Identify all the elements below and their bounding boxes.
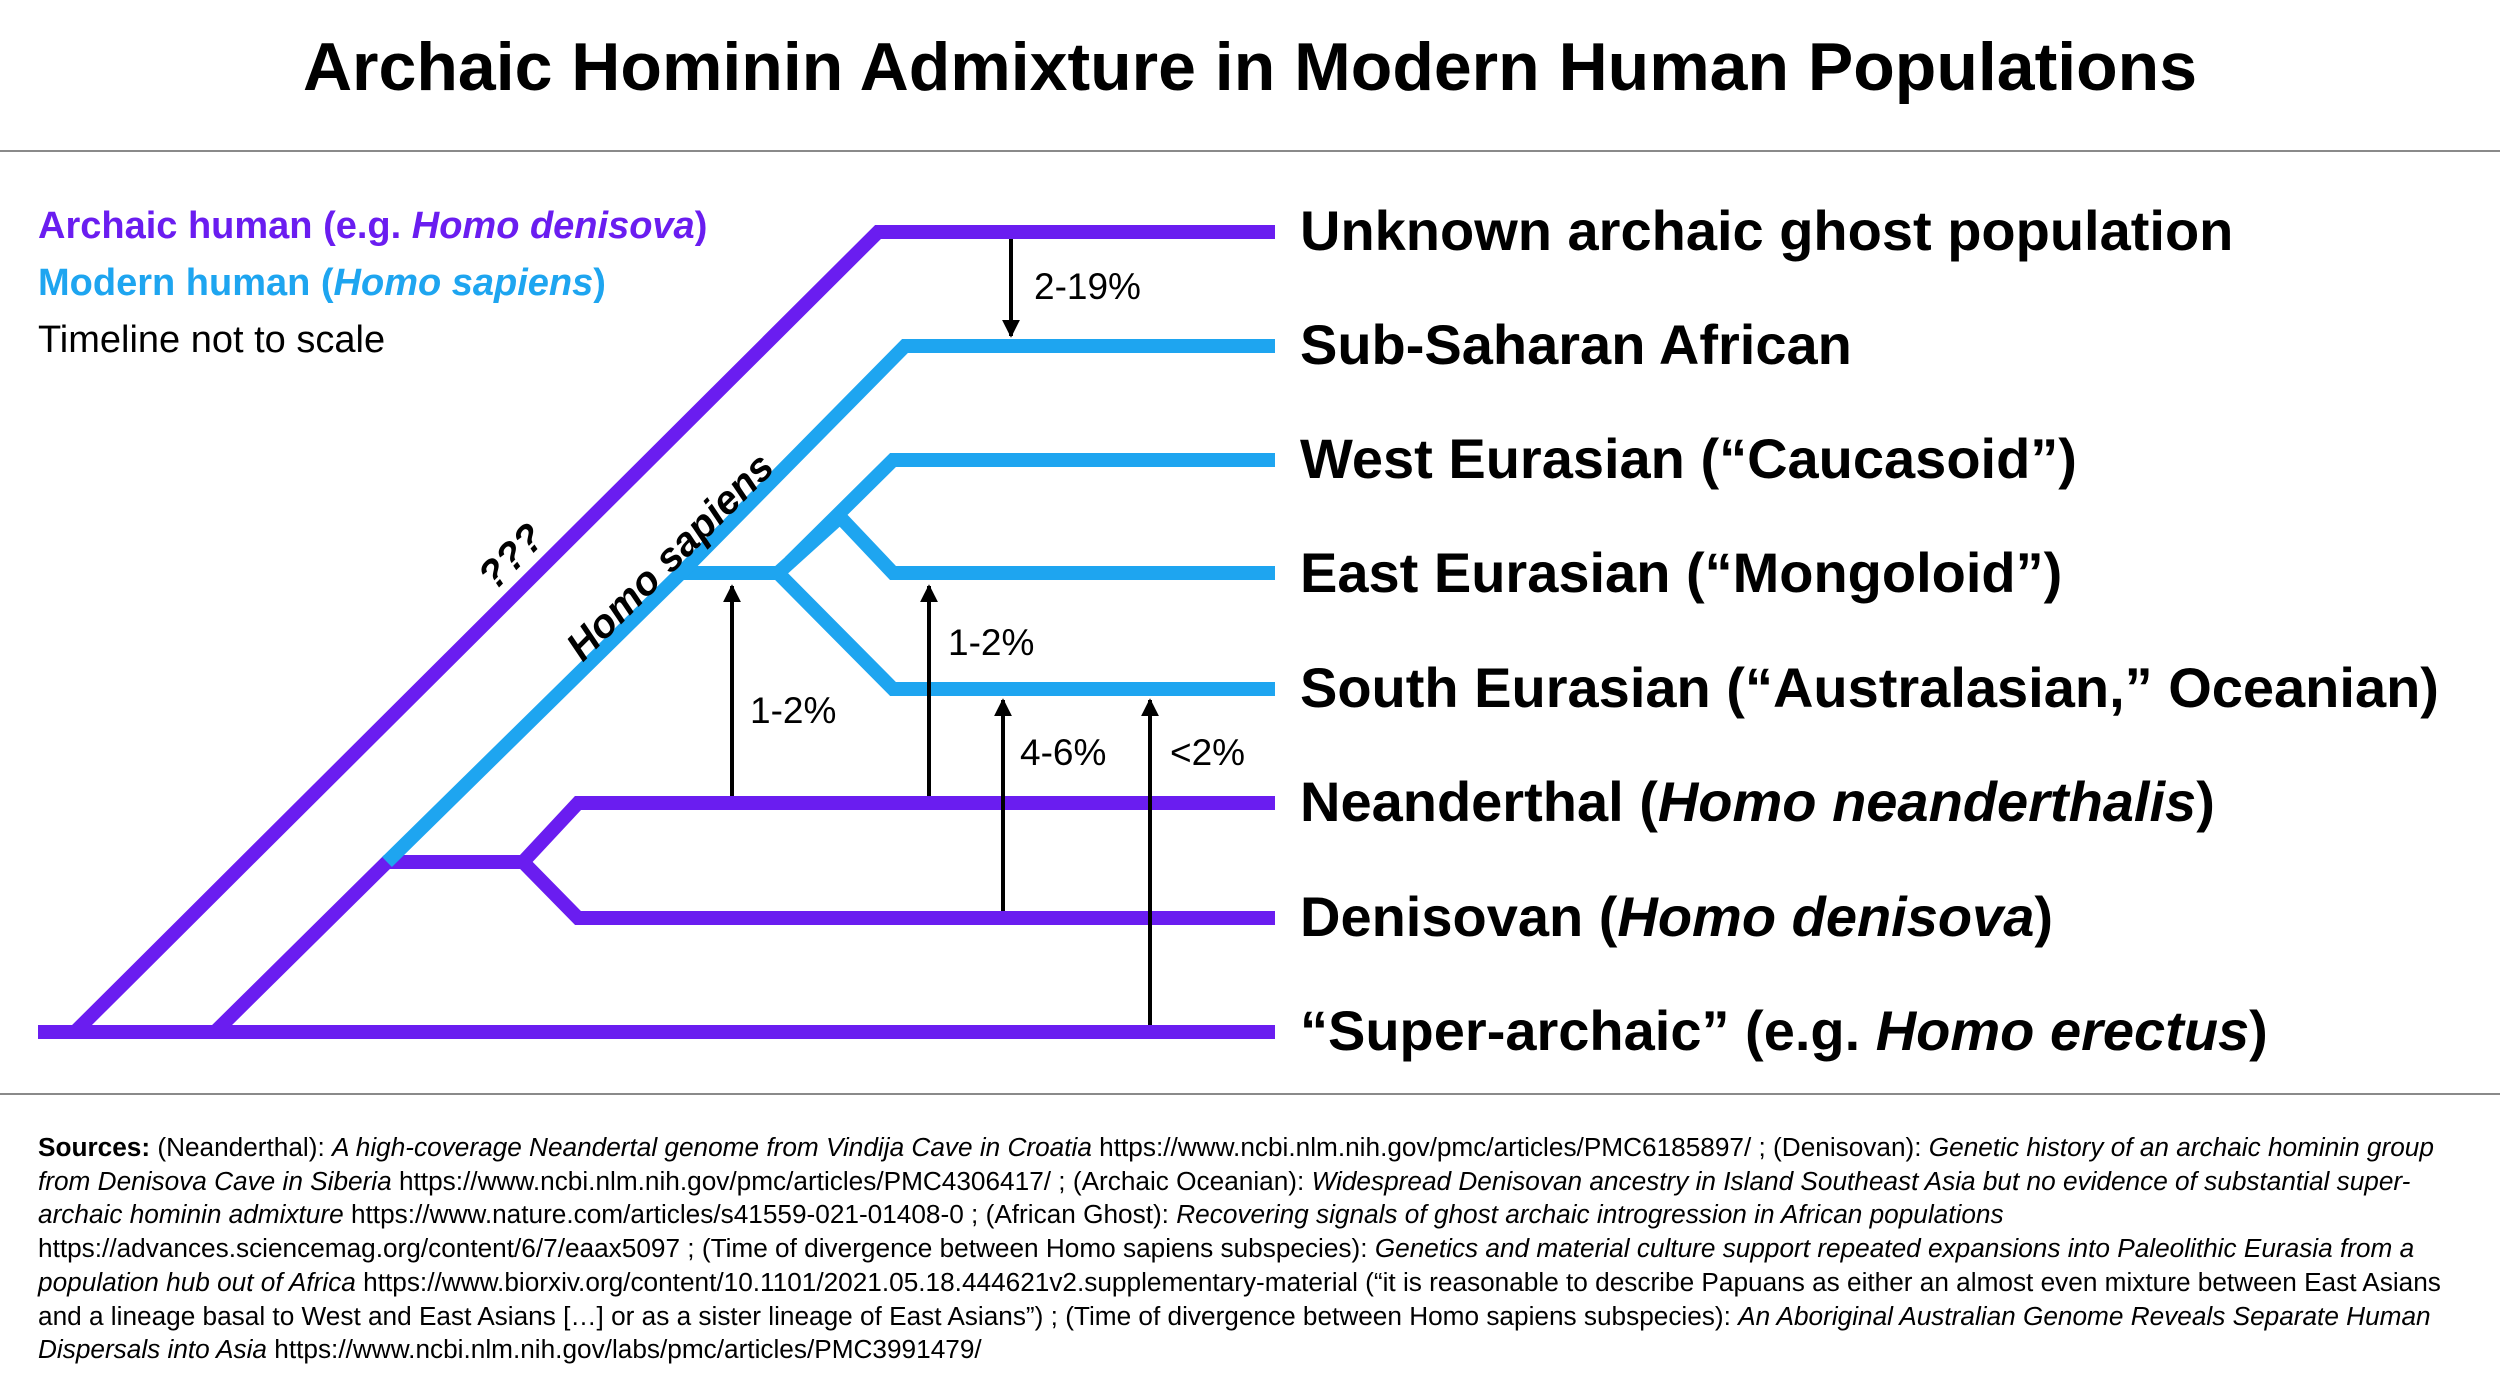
phylogeny-diagram	[38, 225, 1275, 1039]
sources-segment: https://www.biorxiv.org/content/10.1101/…	[38, 1266, 2441, 1331]
page-title: Archaic Hominin Admixture in Modern Huma…	[302, 29, 2198, 105]
sources-segment: Genetics and material culture support re…	[38, 1233, 2415, 1297]
branch-subsaharan	[676, 339, 1275, 578]
sources-segment: Recovering signals of ghost archaic intr…	[1176, 1199, 2004, 1230]
sources-segment: Sources:	[38, 1132, 151, 1162]
admixture-label-ghost: 2-19%	[1034, 266, 1141, 307]
legend-archaic: Archaic human (e.g. Homo denisova)	[38, 205, 708, 247]
sources-divider	[0, 1093, 2500, 1095]
legend-note: Timeline not to scale	[38, 319, 386, 361]
admixture-label-denisovan: 4-6%	[1020, 732, 1107, 773]
sources-segment: Widespread Denisovan ancestry in Island …	[38, 1165, 2411, 1230]
admixture-label-superarchaic: <2%	[1170, 732, 1246, 773]
branch-west-eurasian	[785, 453, 1275, 567]
population-label-east-eurasian: East Eurasian (“Mongoloid”)	[1300, 541, 2063, 604]
population-label-denisovan: Denisovan (Homo denisova)	[1300, 885, 2054, 948]
branch-south-eurasian	[773, 568, 1275, 696]
branch-archaic-stem	[210, 855, 523, 1037]
sources-segment: https://www.ncbi.nlm.nih.gov/pmc/article…	[391, 1165, 1312, 1196]
sources-segment: (Neanderthal):	[150, 1132, 333, 1162]
branch-neanderthal	[517, 796, 1275, 867]
population-label-subsaharan: Sub-Saharan African	[1300, 313, 1852, 376]
population-label-west-eurasian: West Eurasian (“Caucasoid”)	[1300, 427, 2077, 490]
sources-segment: An Aboriginal Australian Genome Reveals …	[38, 1300, 2431, 1365]
branch-denisovan	[518, 857, 1275, 925]
branch-east-eurasian	[834, 512, 1275, 580]
sources-segment: https://www.ncbi.nlm.nih.gov/labs/pmc/ar…	[267, 1334, 982, 1365]
title-divider	[0, 150, 2500, 152]
admixture-label-neanderthal-sapiens: 1-2%	[750, 690, 837, 731]
sources-segment: https://www.nature.com/articles/s41559-0…	[343, 1199, 1177, 1230]
population-label-south-eurasian: South Eurasian (“Australasian,” Oceanian…	[1300, 656, 2439, 719]
branch-ghost	[70, 225, 1275, 1037]
population-label-superarchaic: “Super-archaic” (e.g. Homo erectus)	[1300, 999, 2268, 1062]
population-label-ghost: Unknown archaic ghost population	[1300, 199, 2234, 262]
sources-segment: https://www.ncbi.nlm.nih.gov/pmc/article…	[1091, 1132, 1929, 1162]
sources-segment: A high-coverage Neandertal genome from V…	[332, 1132, 1092, 1162]
admixture-label-neanderthal-east: 1-2%	[948, 622, 1035, 663]
sources-segment: https://advances.sciencemag.org/content/…	[38, 1233, 1375, 1264]
sources-text: Sources: (Neanderthal): A high-coverage …	[38, 1131, 2448, 1367]
legend-modern: Modern human (Homo sapiens)	[38, 262, 606, 304]
sources-segment: Genetic history of an archaic hominin gr…	[38, 1132, 2434, 1196]
population-label-neanderthal: Neanderthal (Homo neanderthalis)	[1300, 770, 2215, 833]
